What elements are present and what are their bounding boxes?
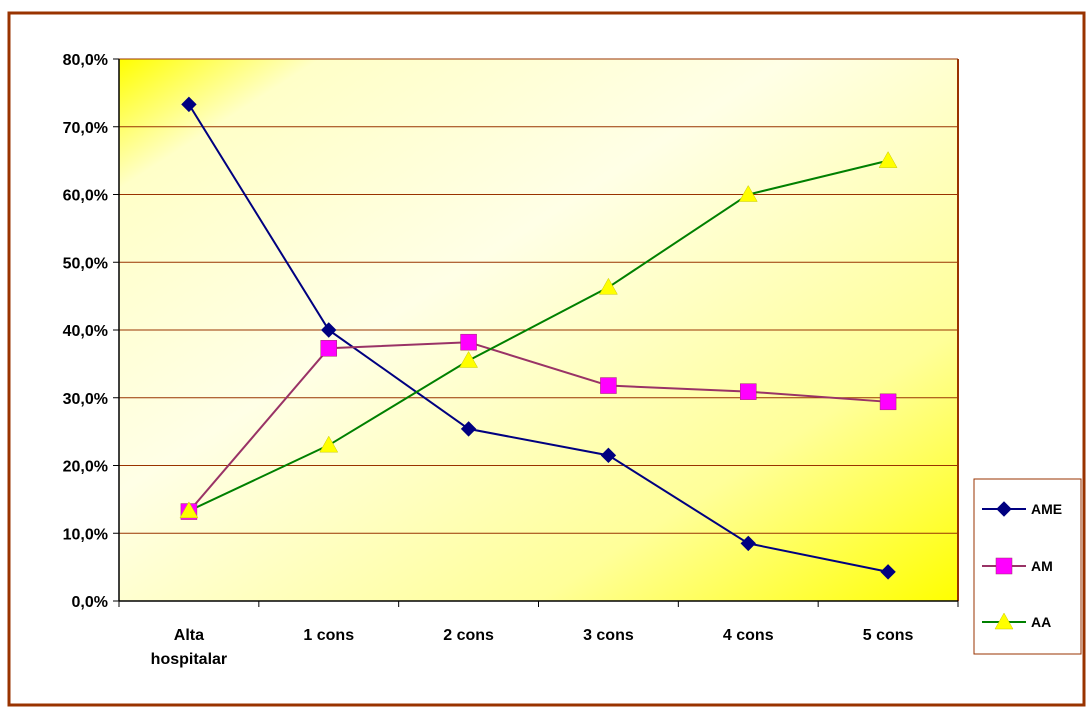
data-point-ame (181, 96, 197, 113)
data-point-am (320, 340, 337, 357)
legend-label-aa: AA (1031, 614, 1051, 630)
data-point-aa (738, 184, 758, 202)
data-point-ame (460, 421, 477, 437)
data-point-am (740, 383, 757, 400)
series-markers (179, 96, 898, 580)
y-tick-label: 30,0% (63, 391, 108, 408)
data-point-aa (179, 501, 199, 519)
y-tick-label: 20,0% (63, 459, 108, 476)
x-tick-label: 4 cons (723, 627, 774, 644)
x-tick-label: Alta hospitalar (151, 627, 227, 668)
legend-marker-am (995, 557, 1013, 575)
data-point-am (879, 393, 897, 411)
series-line-ame (188, 103, 889, 573)
x-tick-labels: Alta hospitalar 1 cons 2 cons 3 cons 4 cons 5 … (151, 627, 914, 668)
series-lines (188, 103, 889, 573)
series-line-am (188, 341, 889, 513)
legend-label-ame: AME (1031, 501, 1062, 517)
data-point-am (600, 377, 617, 394)
y-tick-label: 70,0% (63, 120, 108, 137)
legend-marker-aa (994, 612, 1014, 630)
x-tick-label: 1 cons (303, 627, 354, 644)
data-point-ame (740, 535, 756, 552)
data-point-aa (459, 350, 479, 368)
legend-marker-ame (996, 501, 1012, 517)
y-tick-label: 50,0% (63, 255, 108, 272)
data-point-aa (598, 277, 618, 295)
data-point-aa (319, 435, 339, 453)
x-tick-label: 2 cons (443, 627, 494, 644)
y-tick-label: 40,0% (63, 323, 108, 340)
data-point-ame (600, 447, 617, 464)
x-tick-label: 3 cons (583, 627, 634, 644)
legend: AME AM AA (973, 478, 1082, 655)
data-point-aa (878, 151, 898, 168)
series-line-aa (188, 159, 889, 512)
gridlines (119, 126, 958, 534)
x-tick-label: 5 cons (863, 627, 914, 644)
y-tick-labels: 0,0% 10,0% 20,0% 30,0% 40,0% 50,0% 60,0% 70,0% 8… (63, 52, 108, 611)
y-tick-label: 80,0% (63, 52, 108, 69)
axes (113, 58, 959, 607)
legend-label-am: AM (1031, 558, 1053, 574)
data-point-ame (321, 322, 337, 338)
y-tick-label: 60,0% (63, 188, 108, 205)
data-point-ame (880, 564, 896, 580)
y-tick-label: 0,0% (72, 594, 108, 611)
y-tick-label: 10,0% (63, 526, 108, 543)
data-point-am (460, 333, 477, 351)
